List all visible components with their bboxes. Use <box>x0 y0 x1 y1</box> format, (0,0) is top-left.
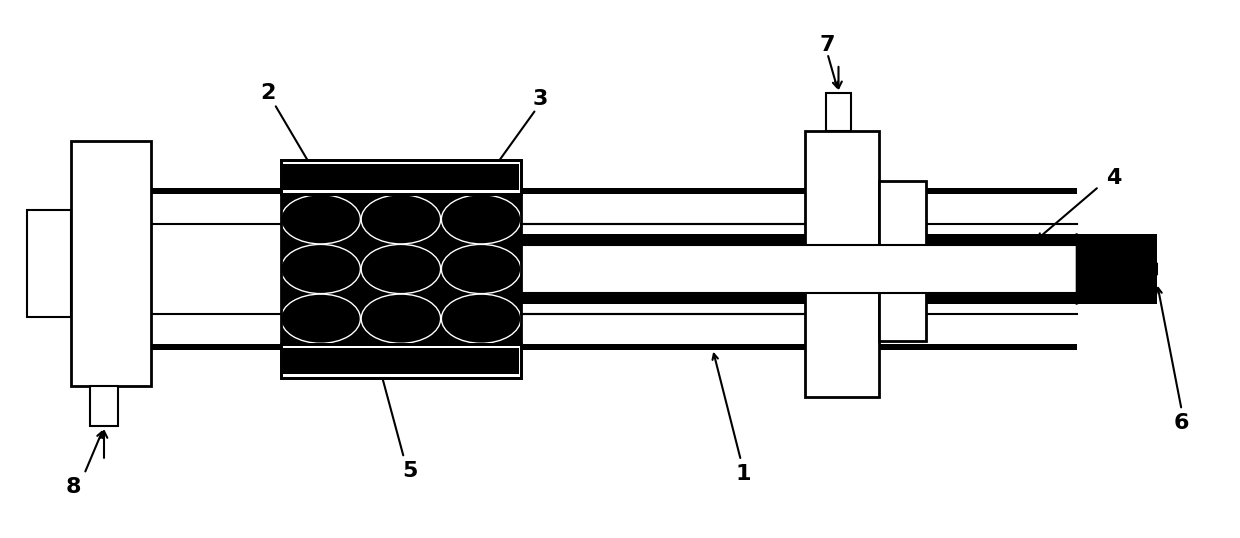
Text: 7: 7 <box>820 36 835 55</box>
Bar <box>280 344 521 378</box>
Text: 2: 2 <box>260 83 275 103</box>
Bar <box>521 188 805 194</box>
Bar <box>280 344 521 378</box>
Bar <box>283 164 518 190</box>
Ellipse shape <box>361 294 440 343</box>
Bar <box>280 160 521 194</box>
Bar <box>521 245 1083 293</box>
Ellipse shape <box>281 244 361 294</box>
Bar <box>879 181 926 341</box>
Ellipse shape <box>441 195 521 244</box>
Ellipse shape <box>361 244 440 294</box>
Text: 6: 6 <box>1174 413 1189 434</box>
Ellipse shape <box>441 244 521 294</box>
Text: 4: 4 <box>1106 168 1121 188</box>
Bar <box>805 131 879 397</box>
Bar <box>521 344 805 350</box>
Text: 8: 8 <box>66 477 81 497</box>
Bar <box>826 93 851 131</box>
Bar <box>280 160 521 194</box>
Bar <box>151 344 1076 350</box>
Text: 1: 1 <box>735 464 751 484</box>
Bar <box>280 194 521 344</box>
Text: 3: 3 <box>532 89 547 109</box>
Bar <box>71 141 151 386</box>
Ellipse shape <box>281 294 361 343</box>
Bar <box>280 194 521 344</box>
Polygon shape <box>1076 235 1157 303</box>
Ellipse shape <box>281 195 361 244</box>
Bar <box>283 348 518 374</box>
Bar <box>27 210 71 317</box>
Ellipse shape <box>361 195 440 244</box>
Ellipse shape <box>441 294 521 343</box>
Bar <box>521 235 1157 303</box>
Text: 5: 5 <box>403 461 418 482</box>
Bar <box>151 188 1076 194</box>
Bar <box>91 386 118 426</box>
